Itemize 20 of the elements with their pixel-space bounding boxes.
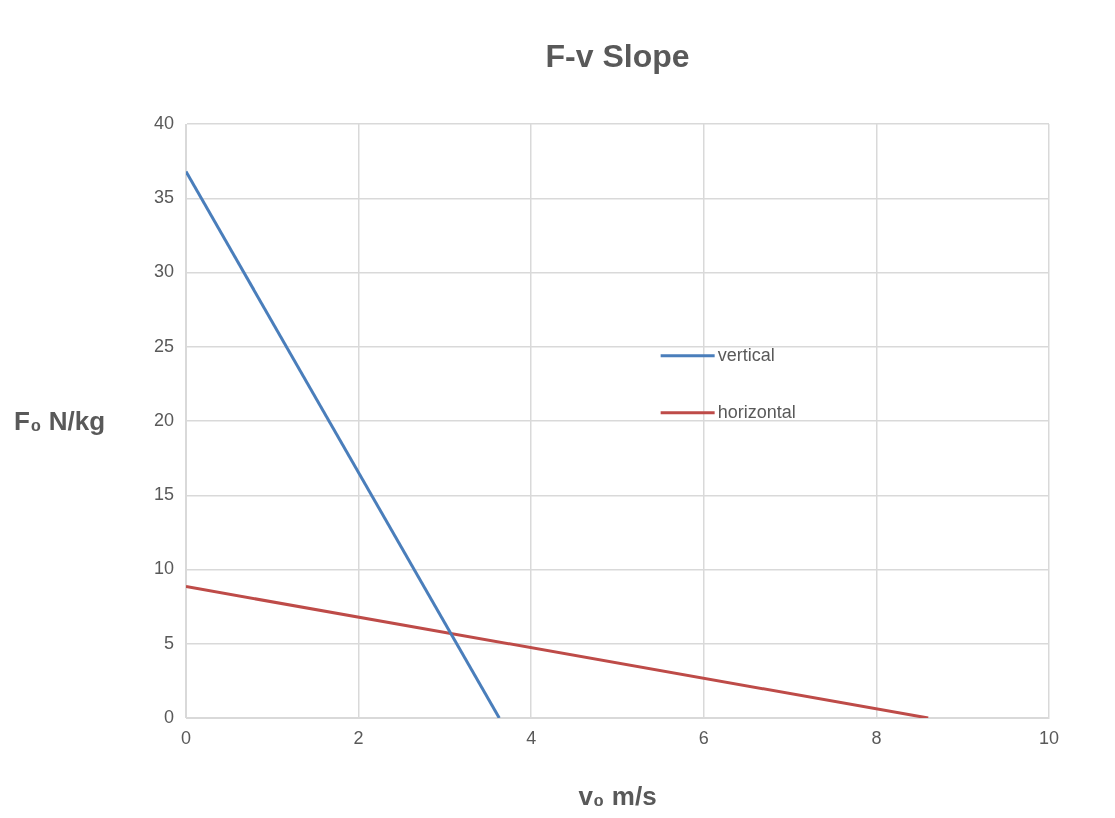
y-tick-label: 40 bbox=[153, 112, 174, 133]
x-tick-label: 4 bbox=[526, 727, 537, 748]
y-tick-label: 25 bbox=[153, 335, 174, 356]
legend-label: vertical bbox=[717, 344, 775, 365]
x-axis-title: v₀ m/s bbox=[578, 781, 657, 812]
x-tick-label: 10 bbox=[1038, 727, 1060, 748]
y-axis-title: F₀ N/kg bbox=[14, 406, 106, 437]
x-tick-label: 8 bbox=[871, 727, 882, 748]
y-tick-label: 30 bbox=[153, 261, 174, 282]
chart-title: F-v Slope bbox=[545, 37, 690, 74]
y-tick-label: 0 bbox=[163, 706, 174, 727]
legend-label: horizontal bbox=[717, 401, 796, 422]
y-tick-label: 10 bbox=[153, 558, 174, 579]
x-tick-label: 2 bbox=[353, 727, 364, 748]
y-tick-label: 15 bbox=[153, 484, 174, 505]
x-tick-label: 0 bbox=[180, 727, 192, 748]
y-tick-label: 35 bbox=[153, 187, 174, 208]
y-tick-label: 20 bbox=[153, 409, 174, 430]
y-tick-label: 5 bbox=[163, 632, 174, 653]
x-tick-label: 6 bbox=[698, 727, 709, 748]
